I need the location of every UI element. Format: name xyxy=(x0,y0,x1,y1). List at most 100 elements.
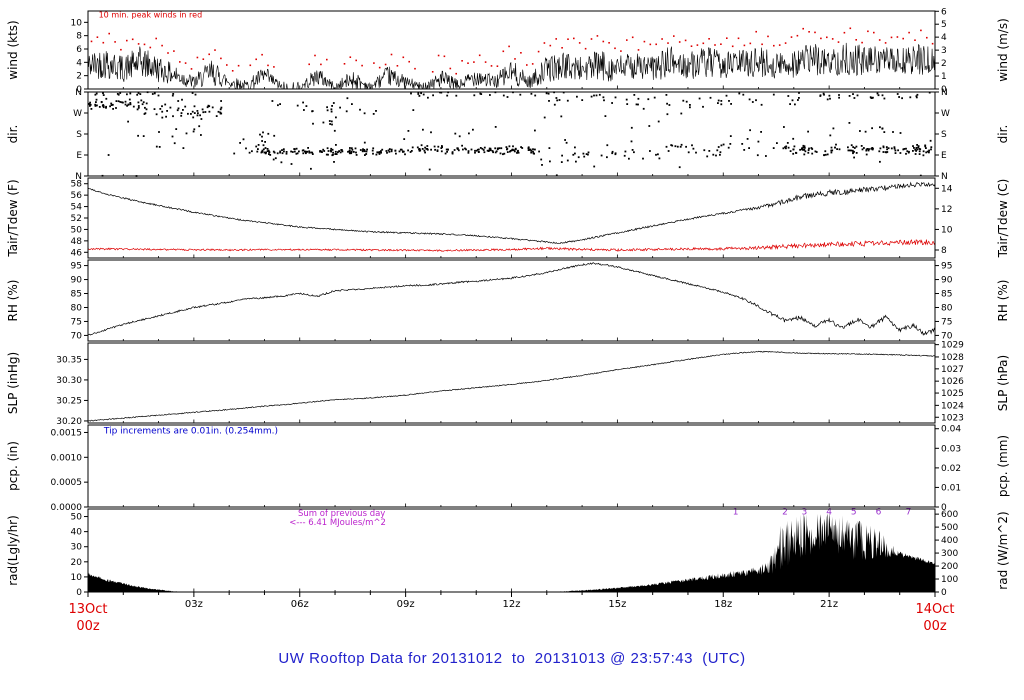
y-tick-label-right: 2 xyxy=(941,59,947,69)
radiation-peak-number: 1 xyxy=(733,507,739,517)
axis-title-right: RH (%) xyxy=(996,280,1010,322)
y-tick-label-left: 95 xyxy=(71,262,82,272)
y-tick-label-right: 10 xyxy=(941,225,953,235)
y-tick-label-right: 1025 xyxy=(941,389,964,399)
y-tick-label-left: E xyxy=(76,151,82,161)
y-tick-label-left: 90 xyxy=(71,276,83,286)
x-tick-label: 18z xyxy=(714,599,732,610)
y-tick-label-left: N xyxy=(75,88,82,98)
axis-title-right: SLP (hPa) xyxy=(996,355,1010,411)
x-start-hour-label: 00z xyxy=(76,619,100,634)
y-tick-label-left: 80 xyxy=(71,303,83,313)
y-tick-label-left: 0.0005 xyxy=(51,478,83,488)
panel-pcp: Tip increments are 0.01in. (0.254mm.) 0.0… xyxy=(6,424,1010,513)
radiation-peak-number: 7 xyxy=(906,507,912,517)
y-tick-label-left: 0 xyxy=(76,85,82,95)
y-tick-label-left: 46 xyxy=(71,248,83,258)
x-tick-label: 15z xyxy=(608,599,626,610)
multipanel-timeseries-chart: 10 min. peak winds in red02468100123456w… xyxy=(6,7,1010,634)
y-tick-label-left: 50 xyxy=(71,225,83,235)
slp-line xyxy=(87,350,936,422)
y-tick-label-left: N xyxy=(75,172,82,182)
y-tick-label-right: 300 xyxy=(941,549,958,559)
y-tick-label-right: 200 xyxy=(941,562,958,572)
panel-slp: 30.20 30.25 30.30 30.35 1023 1024 1025 1026 1027… xyxy=(6,341,1010,427)
x-end-date-label: 14Oct xyxy=(915,602,954,617)
x-tick-label: 09z xyxy=(397,599,415,610)
axis-title-right: pcp. (mm) xyxy=(996,435,1010,497)
radiation-peak-number: 5 xyxy=(851,507,857,517)
tdew-line xyxy=(87,239,936,252)
y-tick-label-left: 30.35 xyxy=(56,355,82,365)
y-tick-label-left: 0.0000 xyxy=(51,503,83,513)
panel-annotation: 10 min. peak winds in red xyxy=(99,10,203,19)
axis-title-left: Tair/Tdew (F) xyxy=(6,179,20,257)
y-tick-label-right: 6 xyxy=(941,7,947,17)
panel-border xyxy=(87,424,936,508)
x-start-date-label: 13Oct xyxy=(68,602,107,617)
y-tick-label-right: 1028 xyxy=(941,353,964,363)
y-tick-label-left: 56 xyxy=(71,191,83,201)
y-tick-label-left: 75 xyxy=(71,317,82,327)
y-tick-label-right: 14 xyxy=(941,184,953,194)
y-tick-label-right: 5 xyxy=(941,20,947,30)
y-tick-label-right: E xyxy=(941,151,947,161)
y-tick-label-right: 3 xyxy=(941,46,947,56)
y-tick-label-right: 1 xyxy=(941,72,947,82)
axis-title-left: RH (%) xyxy=(6,280,20,322)
panel-border xyxy=(87,177,936,259)
radiation-area xyxy=(88,513,935,592)
panel-rh: 70 75 80 85 90 95 70 75 80 85 90 95 RH (%) RH (%) xyxy=(6,259,1010,342)
y-tick-label-right: 0.01 xyxy=(941,483,961,493)
y-tick-label-left: 4 xyxy=(76,58,82,68)
y-tick-label-left: 10 xyxy=(71,573,83,583)
axis-title-right: rad (W/m^2) xyxy=(996,511,1010,589)
y-tick-label-left: 0.0010 xyxy=(51,453,83,463)
y-tick-label-right: 70 xyxy=(941,331,953,341)
y-tick-label-left: 30.25 xyxy=(56,396,82,406)
y-tick-label-left: 0 xyxy=(76,588,82,598)
panel-border xyxy=(87,259,936,342)
y-tick-label-right: 75 xyxy=(941,317,952,327)
y-tick-label-right: 0 xyxy=(941,588,947,598)
y-tick-label-left: 58 xyxy=(71,180,83,190)
y-tick-label-right: 0 xyxy=(941,85,947,95)
axis-title-left: SLP (inHg) xyxy=(6,352,20,414)
panel-border xyxy=(87,342,936,424)
axis-title-right: wind (m/s) xyxy=(996,18,1010,82)
weather-dashboard: 10 min. peak winds in red 0 2 4 6 8 10 0 1 2 3 4 5 6 w… xyxy=(6,7,1010,667)
y-tick-label-left: 0.0015 xyxy=(51,428,83,438)
y-tick-label-right: 1027 xyxy=(941,365,964,375)
y-tick-label-right: 12 xyxy=(941,205,952,215)
y-tick-label-left: 6 xyxy=(76,45,82,55)
y-tick-label-right: 100 xyxy=(941,575,958,585)
x-axis: 03z 06z 09z 12z 15z 18z 21z 13Oct 00z 14Oct 00z xyxy=(68,592,955,634)
axis-title-right: Tair/Tdew (C) xyxy=(996,179,1010,259)
y-tick-label-right: N xyxy=(941,172,948,182)
y-tick-label-left: 8 xyxy=(76,32,82,42)
y-tick-label-right: N xyxy=(941,88,948,98)
y-tick-label-left: 30.20 xyxy=(56,417,82,427)
y-tick-label-right: 1024 xyxy=(941,401,964,411)
radiation-peak-number: 2 xyxy=(782,507,788,517)
y-tick-label-right: 4 xyxy=(941,33,947,43)
axis-title-left: rad(Lgly/hr) xyxy=(6,515,20,586)
y-tick-label-right: 1026 xyxy=(941,377,964,387)
y-tick-label-left: 20 xyxy=(71,558,83,568)
axis-title-right: dir. xyxy=(996,125,1010,144)
panel-annotation: <--- 6.41 MJoules/m^2 xyxy=(289,518,386,528)
y-tick-label-left: 54 xyxy=(71,203,83,213)
radiation-peak-number: 6 xyxy=(876,507,882,517)
y-tick-label-left: W xyxy=(73,109,82,119)
x-tick-label: 03z xyxy=(185,599,203,610)
y-tick-label-right: 90 xyxy=(941,276,953,286)
panel-annotation: Sum of previous day xyxy=(298,509,385,519)
panel-wind: 10 min. peak winds in red 0 2 4 6 8 10 0 1 2 3 4 5 6 w… xyxy=(6,7,1010,95)
x-tick-label: 12z xyxy=(503,599,521,610)
y-tick-label-left: 48 xyxy=(71,237,83,247)
axis-title-left: pcp. (in) xyxy=(6,441,20,491)
y-tick-label-left: 52 xyxy=(71,214,82,224)
y-tick-label-right: 8 xyxy=(941,246,947,256)
